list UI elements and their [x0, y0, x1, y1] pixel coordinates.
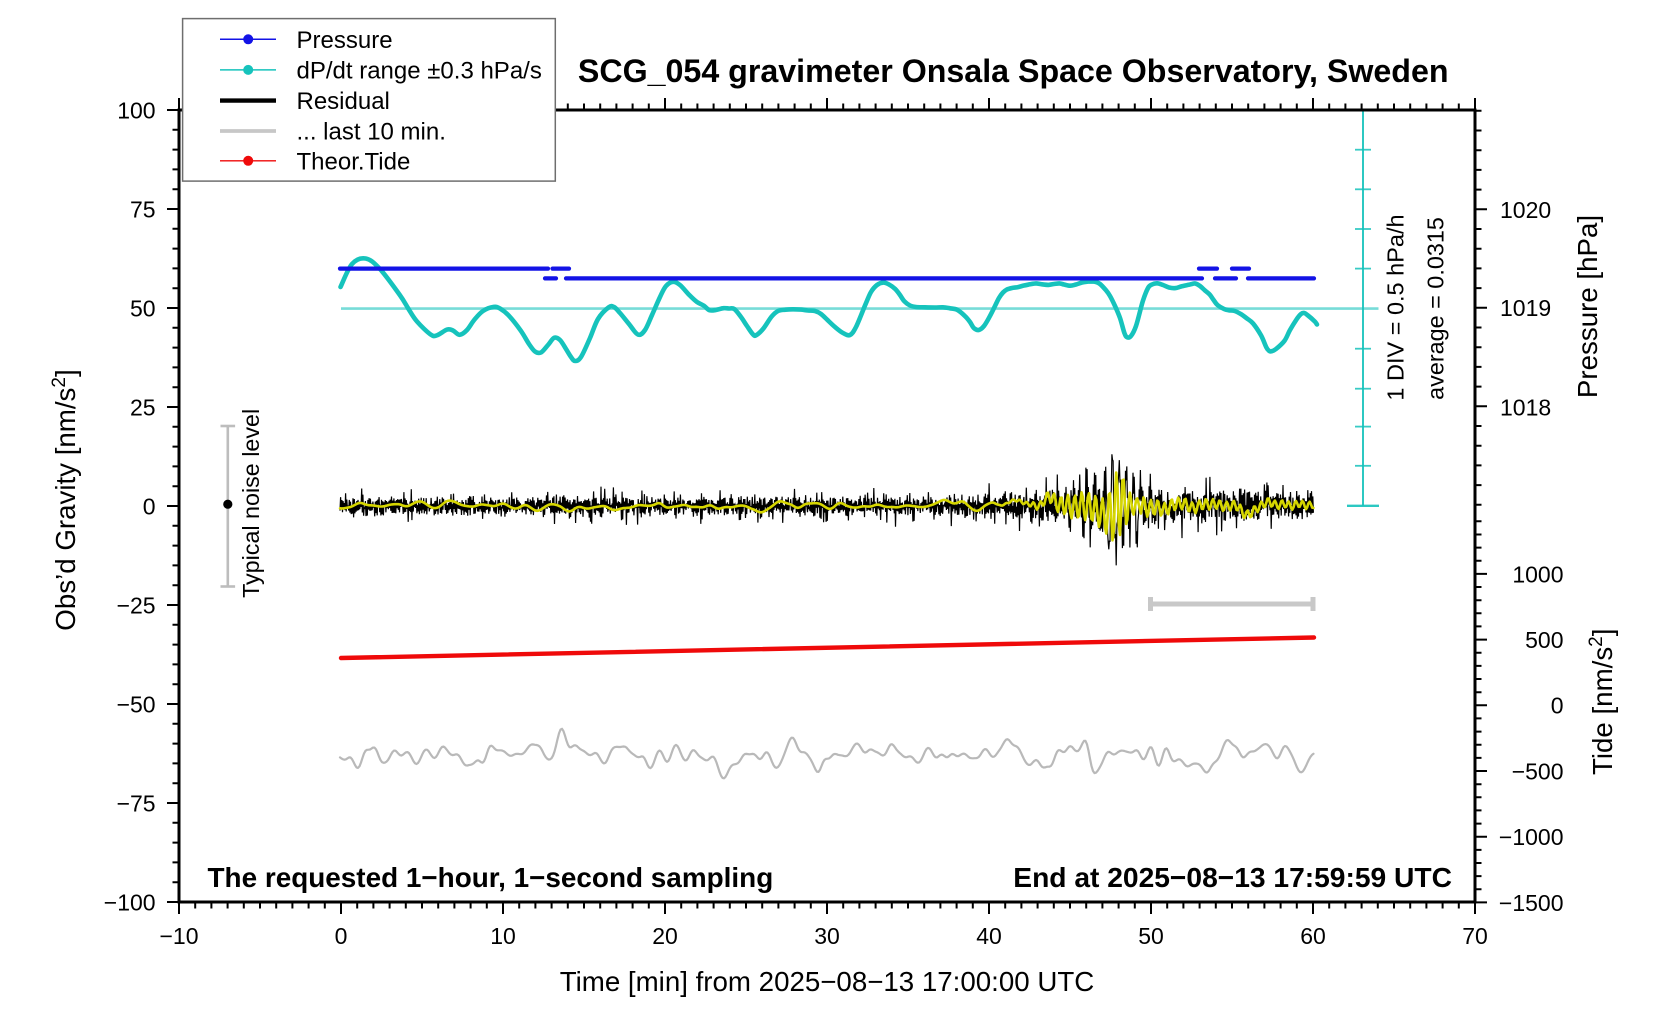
svg-text:40: 40: [976, 923, 1002, 949]
svg-text:75: 75: [130, 196, 156, 222]
svg-text:50: 50: [1138, 923, 1164, 949]
svg-text:0: 0: [335, 923, 348, 949]
svg-text:60: 60: [1300, 923, 1326, 949]
svg-text:10: 10: [490, 923, 516, 949]
svg-text:Pressure [hPa]: Pressure [hPa]: [1572, 215, 1603, 398]
svg-text:−500: −500: [1512, 758, 1564, 784]
svg-text:1020: 1020: [1500, 197, 1551, 223]
svg-text:Residual: Residual: [297, 88, 390, 115]
svg-text:−1000: −1000: [1499, 824, 1564, 850]
svg-text:500: 500: [1525, 627, 1563, 653]
svg-text:25: 25: [130, 394, 156, 420]
svg-text:−100: −100: [104, 889, 156, 915]
svg-text:−50: −50: [117, 691, 156, 717]
svg-text:−1500: −1500: [1499, 890, 1564, 916]
svg-text:Tide [nm/s2]: Tide [nm/s2]: [1586, 629, 1618, 776]
svg-text:average = 0.0315: average = 0.0315: [1423, 217, 1449, 400]
svg-text:1000: 1000: [1512, 561, 1563, 587]
svg-text:SCG_054 gravimeter Onsala Spac: SCG_054 gravimeter Onsala Space Observat…: [578, 53, 1449, 89]
svg-text:70: 70: [1462, 923, 1488, 949]
svg-text:1018: 1018: [1500, 394, 1551, 420]
svg-text:0: 0: [143, 493, 156, 519]
svg-text:... last 10 min.: ... last 10 min.: [297, 119, 446, 146]
svg-text:1 DIV = 0.5 hPa/h: 1 DIV = 0.5 hPa/h: [1383, 214, 1409, 400]
svg-text:dP/dt range ±0.3 hPa/s: dP/dt range ±0.3 hPa/s: [297, 58, 542, 85]
svg-text:−75: −75: [117, 790, 156, 816]
svg-text:Time [min] from 2025−08−13 17:: Time [min] from 2025−08−13 17:00:00 UTC: [560, 966, 1095, 997]
svg-text:100: 100: [117, 97, 155, 123]
svg-text:1019: 1019: [1500, 295, 1551, 321]
svg-text:−25: −25: [117, 592, 156, 618]
svg-text:20: 20: [652, 923, 678, 949]
svg-text:The requested 1−hour, 1−second: The requested 1−hour, 1−second sampling: [208, 862, 774, 893]
svg-text:0: 0: [1551, 693, 1564, 719]
svg-text:End at 2025−08−13 17:59:59 UTC: End at 2025−08−13 17:59:59 UTC: [1013, 861, 1452, 893]
svg-text:30: 30: [814, 923, 840, 949]
svg-text:Theor.Tide: Theor.Tide: [297, 148, 411, 175]
svg-text:Typical noise level: Typical noise level: [238, 409, 264, 598]
svg-text:50: 50: [130, 295, 156, 321]
svg-text:−10: −10: [159, 923, 198, 949]
svg-text:Pressure: Pressure: [297, 27, 393, 54]
svg-text:Obs’d Gravity [nm/s2]: Obs’d Gravity [nm/s2]: [49, 369, 81, 630]
